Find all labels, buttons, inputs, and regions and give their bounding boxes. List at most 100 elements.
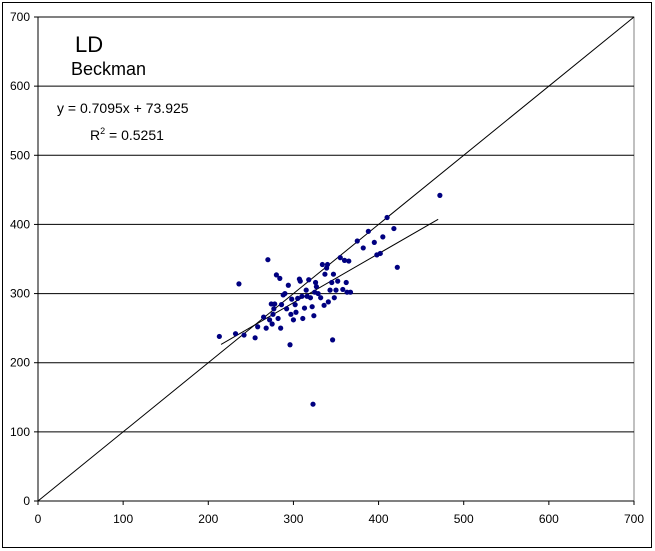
data-point-6 (261, 314, 267, 320)
data-points (216, 192, 443, 407)
data-point-26 (289, 296, 295, 302)
data-point-74 (380, 234, 386, 240)
data-point-16 (275, 315, 281, 322)
data-point-2 (236, 281, 242, 287)
x-tick-label-400: 400 (369, 512, 389, 526)
x-tick-label-500: 500 (454, 512, 474, 526)
x-tick-label-300: 300 (283, 512, 303, 526)
chart-title: LD (75, 32, 103, 57)
y-tick-label-0: 0 (23, 494, 30, 508)
data-point-41 (310, 401, 316, 407)
data-point-42 (311, 313, 317, 319)
r-squared-superscript: 2 (100, 126, 105, 136)
data-point-5 (255, 324, 261, 330)
data-point-69 (360, 245, 366, 251)
data-point-70 (365, 228, 371, 234)
r-squared-value: = 0.5251 (105, 127, 164, 143)
data-point-48 (319, 261, 325, 268)
data-point-25 (288, 311, 294, 317)
data-point-62 (340, 286, 346, 293)
trendline-equation: y = 0.7095x + 73.925 (57, 100, 189, 116)
data-point-15 (273, 272, 279, 278)
data-point-46 (315, 290, 321, 297)
data-point-21 (282, 290, 288, 297)
data-point-32 (297, 278, 303, 284)
data-point-9 (266, 317, 273, 323)
data-point-63 (341, 257, 348, 263)
data-point-73 (377, 250, 383, 257)
data-point-57 (330, 271, 337, 277)
gridlines (37, 16, 634, 502)
data-point-11 (269, 321, 275, 327)
data-point-24 (287, 342, 293, 348)
y-tick-label-100: 100 (10, 425, 30, 439)
data-point-44 (312, 279, 319, 286)
data-point-76 (391, 225, 397, 232)
x-tick-label-700: 700 (624, 512, 644, 526)
data-point-49 (321, 302, 327, 308)
data-point-52 (324, 261, 331, 268)
data-point-33 (299, 293, 305, 299)
x-tick-label-100: 100 (113, 512, 133, 526)
y-tick-label-400: 400 (10, 217, 30, 231)
x-tick-label-0: 0 (35, 512, 42, 526)
data-point-59 (333, 287, 339, 293)
y-tick-label-200: 200 (10, 356, 30, 370)
data-point-56 (329, 337, 336, 343)
data-point-66 (346, 258, 352, 264)
data-point-18 (278, 325, 284, 331)
r-squared-label: R2 = 0.5251 (90, 126, 164, 143)
r-squared-prefix: R (90, 127, 100, 143)
data-point-68 (354, 238, 360, 244)
data-point-61 (337, 255, 343, 261)
plot-area (37, 16, 635, 502)
data-point-71 (371, 239, 377, 246)
data-point-19 (278, 302, 285, 308)
data-point-36 (303, 287, 309, 293)
data-point-47 (318, 295, 324, 301)
data-point-8 (265, 257, 271, 263)
y-tick-label-700: 700 (10, 10, 30, 24)
data-point-1 (232, 331, 239, 337)
data-point-53 (325, 299, 331, 305)
data-point-75 (384, 214, 390, 221)
y-tick-label-500: 500 (10, 148, 30, 162)
data-point-64 (343, 279, 349, 286)
data-point-3 (241, 332, 247, 338)
data-point-28 (292, 302, 298, 308)
data-point-14 (272, 301, 278, 307)
data-point-0 (216, 333, 222, 340)
data-point-78 (437, 192, 443, 198)
axis-ticks: 0 100 200 300 400 500 600 700 0 100 200 300 400 500 60… (10, 10, 644, 526)
x-tick-label-600: 600 (539, 512, 559, 526)
data-point-12 (270, 311, 276, 317)
data-point-38 (306, 277, 312, 283)
data-point-55 (329, 279, 335, 286)
data-point-29 (293, 309, 299, 315)
data-point-30 (295, 295, 301, 302)
data-point-45 (313, 284, 320, 290)
data-point-39 (307, 295, 314, 301)
data-point-4 (252, 335, 258, 341)
data-point-22 (284, 306, 290, 312)
data-point-7 (263, 325, 269, 331)
data-point-23 (285, 282, 291, 288)
data-point-50 (322, 271, 328, 277)
reference-lines (37, 16, 635, 502)
chart-subtitle: Beckman (71, 59, 146, 79)
identity-line (37, 16, 635, 502)
data-point-34 (300, 315, 306, 322)
data-point-27 (290, 317, 297, 323)
data-point-77 (394, 264, 400, 270)
data-point-67 (347, 289, 354, 295)
x-tick-label-200: 200 (198, 512, 218, 526)
y-tick-label-600: 600 (10, 79, 30, 93)
data-point-58 (331, 295, 337, 301)
data-point-35 (301, 305, 308, 311)
data-point-17 (277, 275, 283, 281)
data-point-54 (327, 287, 333, 293)
data-point-40 (309, 304, 315, 310)
y-tick-label-300: 300 (10, 287, 30, 301)
data-point-60 (335, 278, 341, 284)
